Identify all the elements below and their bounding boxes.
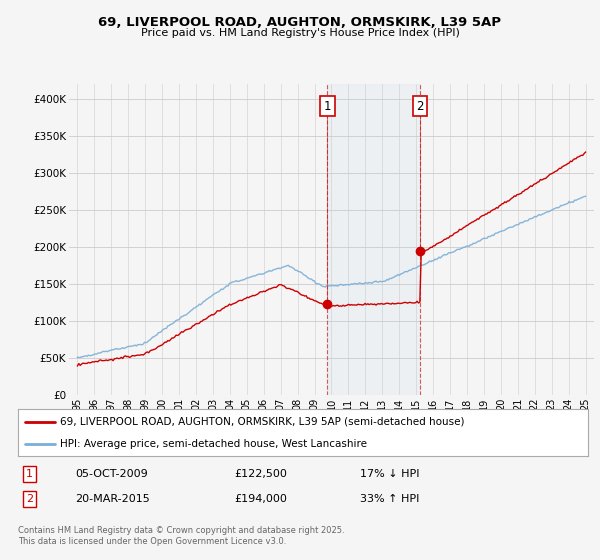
- Text: £194,000: £194,000: [235, 494, 287, 504]
- Text: 1: 1: [323, 100, 331, 113]
- Text: Contains HM Land Registry data © Crown copyright and database right 2025.
This d: Contains HM Land Registry data © Crown c…: [18, 526, 344, 546]
- Text: HPI: Average price, semi-detached house, West Lancashire: HPI: Average price, semi-detached house,…: [59, 438, 367, 449]
- Text: 20-MAR-2015: 20-MAR-2015: [75, 494, 150, 504]
- Text: Price paid vs. HM Land Registry's House Price Index (HPI): Price paid vs. HM Land Registry's House …: [140, 28, 460, 38]
- Text: 05-OCT-2009: 05-OCT-2009: [75, 469, 148, 479]
- Text: 2: 2: [26, 494, 33, 504]
- Text: 2: 2: [416, 100, 424, 113]
- Text: 1: 1: [26, 469, 33, 479]
- Bar: [327, 84, 420, 395]
- Text: 17% ↓ HPI: 17% ↓ HPI: [360, 469, 419, 479]
- Text: 69, LIVERPOOL ROAD, AUGHTON, ORMSKIRK, L39 5AP (semi-detached house): 69, LIVERPOOL ROAD, AUGHTON, ORMSKIRK, L…: [59, 417, 464, 427]
- Text: 69, LIVERPOOL ROAD, AUGHTON, ORMSKIRK, L39 5AP: 69, LIVERPOOL ROAD, AUGHTON, ORMSKIRK, L…: [98, 16, 502, 29]
- Text: 33% ↑ HPI: 33% ↑ HPI: [360, 494, 419, 504]
- Text: £122,500: £122,500: [235, 469, 287, 479]
